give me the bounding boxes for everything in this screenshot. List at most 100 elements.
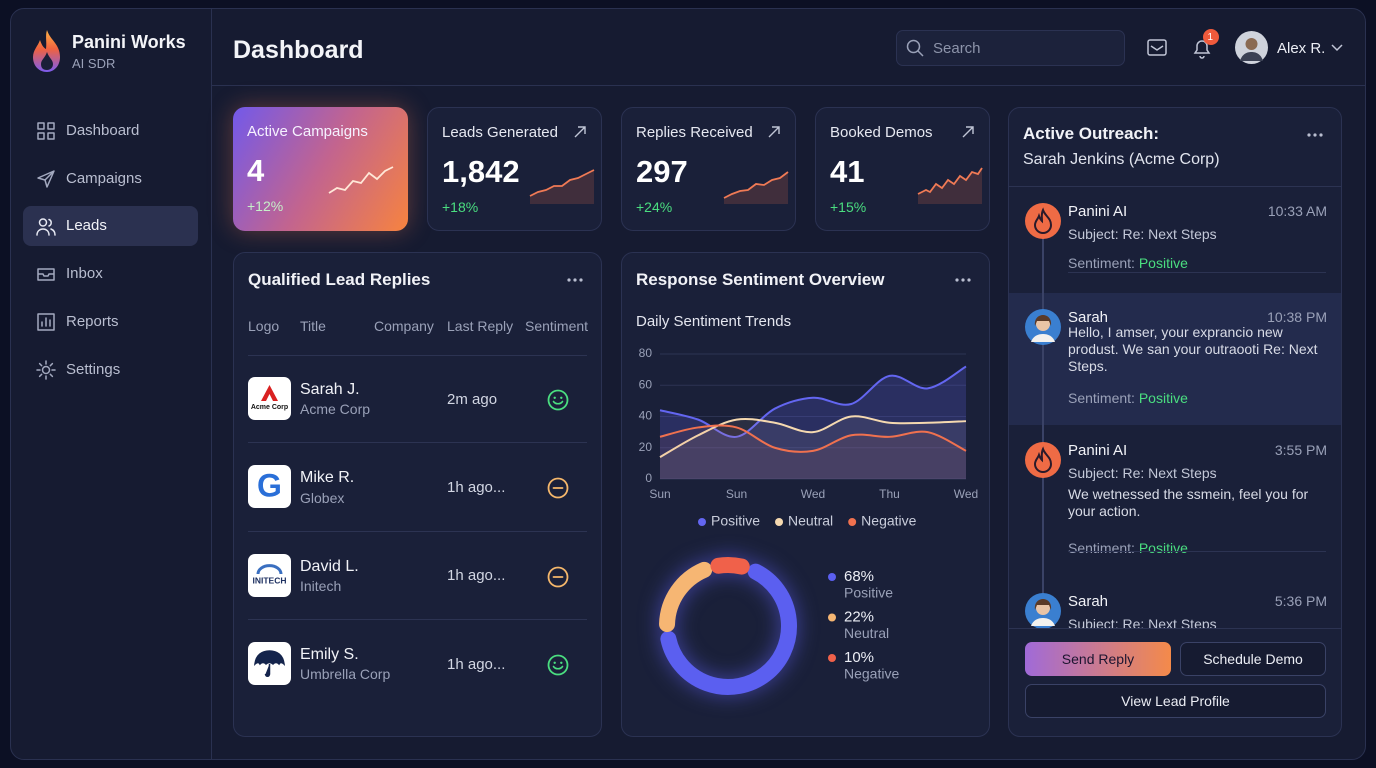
dot <box>1307 133 1311 137</box>
sidebar-divider <box>211 9 212 759</box>
outreach-panel: Active Outreach: Sarah Jenkins (Acme Corp… <box>1008 107 1342 737</box>
column-header: Title <box>300 318 326 335</box>
nav-label: Campaigns <box>66 169 142 187</box>
nav-label: Dashboard <box>66 121 140 139</box>
more-menu[interactable] <box>1307 133 1323 137</box>
user-name: Alex R. <box>1277 39 1326 57</box>
icon-path <box>37 268 55 282</box>
stat-change: +15% <box>830 199 867 216</box>
y-tick-label: 0 <box>645 471 652 485</box>
message-avatar <box>1025 203 1061 239</box>
subject-label: Subject: <box>1068 226 1119 242</box>
sentiment-label: Sentiment: <box>1068 540 1135 556</box>
donut-value: 68% <box>844 568 874 585</box>
stat-value: 4 <box>247 152 265 188</box>
nav-label: Leads <box>66 217 107 235</box>
donut-segment <box>710 557 750 575</box>
nav-icon <box>37 122 55 140</box>
sparkline-line <box>917 167 983 195</box>
logo-text: INITECH <box>253 575 287 585</box>
chart-title: Daily Sentiment Trends <box>636 312 792 330</box>
subject-text: Re: Next Steps <box>1122 616 1217 628</box>
sparkline-line <box>529 169 595 197</box>
company-logo: INITECH <box>248 553 291 597</box>
trend-arrow <box>574 126 586 138</box>
page-title: Dashboard <box>233 35 364 64</box>
logo-umbrella <box>254 650 285 677</box>
line-chart: 0 20 40 60 80 Sun Sun Wed Thu Wed Positive Neutral N… <box>639 346 978 695</box>
eye <box>560 396 563 399</box>
message-time: 3:55 PM <box>1274 442 1327 459</box>
area <box>660 425 966 479</box>
icon-path <box>36 360 56 380</box>
panel-title: Active Outreach: <box>1023 124 1160 144</box>
sentiment-icon <box>547 566 569 587</box>
stat-label: Active Campaigns <box>247 122 368 140</box>
divider <box>248 442 587 444</box>
flame <box>1033 446 1053 473</box>
dot <box>567 278 571 282</box>
lead-company: Globex <box>300 489 345 506</box>
subject-label: Subject: <box>1068 465 1119 481</box>
mail-icon[interactable] <box>1147 38 1167 58</box>
y-tick-label: 60 <box>639 377 653 391</box>
eye <box>553 396 556 399</box>
message-sentiment: Sentiment: Positive <box>1068 540 1188 557</box>
logo-icon <box>33 30 60 72</box>
more-menu[interactable] <box>955 278 971 282</box>
y-tick-label: 80 <box>639 346 653 360</box>
face <box>547 477 569 499</box>
sentiment-value: Positive <box>1138 390 1188 406</box>
button-label: Schedule Demo <box>1203 651 1303 667</box>
dot <box>961 278 965 282</box>
donut-label: Neutral <box>844 625 889 641</box>
message-time: 5:36 PM <box>1274 593 1327 610</box>
message-sender: Panini AI <box>1068 202 1128 220</box>
legend-dot <box>698 518 706 526</box>
legend-dot <box>775 518 784 526</box>
bell-icon[interactable] <box>1191 37 1213 59</box>
sparkline-fill <box>724 172 788 204</box>
message-sender: Sarah <box>1068 308 1109 326</box>
sentiment-value: Positive <box>1138 540 1188 556</box>
leads-panel: Qualified Lead Replies Logo Title Company La… <box>233 252 602 737</box>
nav-icon <box>36 217 56 236</box>
sparkline <box>328 166 394 194</box>
face <box>547 654 569 676</box>
legend-dot <box>828 654 836 662</box>
icon-path <box>37 122 55 140</box>
donut-segment <box>660 563 797 695</box>
lead-name: Sarah J. <box>300 381 360 399</box>
button[interactable]: Schedule Demo <box>1180 642 1326 676</box>
lead-company: Initech <box>300 577 342 594</box>
button[interactable]: Send Reply <box>1025 642 1171 676</box>
logo-mark: Acme Corp <box>251 385 288 411</box>
dot <box>573 278 577 282</box>
legend-dot <box>848 518 857 526</box>
message-sender: Sarah <box>1068 592 1109 610</box>
eye <box>560 661 563 664</box>
divider <box>1009 628 1341 629</box>
y-tick-label: 20 <box>639 440 653 454</box>
x-tick-label: Sun <box>726 487 747 501</box>
message-subject: Subject: Re: Next Steps <box>1068 226 1217 243</box>
message-subject: Subject: Re: Next Steps <box>1068 616 1217 628</box>
message-sender: Panini AI <box>1068 441 1128 459</box>
dot <box>1319 133 1323 137</box>
more-menu[interactable] <box>567 278 583 282</box>
search-box[interactable] <box>896 30 1125 66</box>
nav-icon <box>37 268 55 282</box>
nav-item[interactable] <box>23 205 198 246</box>
x-tick-label: Wed <box>801 487 825 501</box>
divider <box>1068 272 1326 273</box>
header-divider <box>211 85 1365 86</box>
nav-label: Settings <box>66 360 121 378</box>
trend-arrow <box>962 126 974 138</box>
column-header: Logo <box>248 318 280 335</box>
dot <box>967 278 971 282</box>
last-reply: 1h ago... <box>447 655 506 673</box>
sentiment-label: Sentiment: <box>1068 390 1135 406</box>
button[interactable]: View Lead Profile <box>1025 684 1326 718</box>
message-highlight <box>1009 293 1341 425</box>
nav-label: Inbox <box>66 265 103 283</box>
